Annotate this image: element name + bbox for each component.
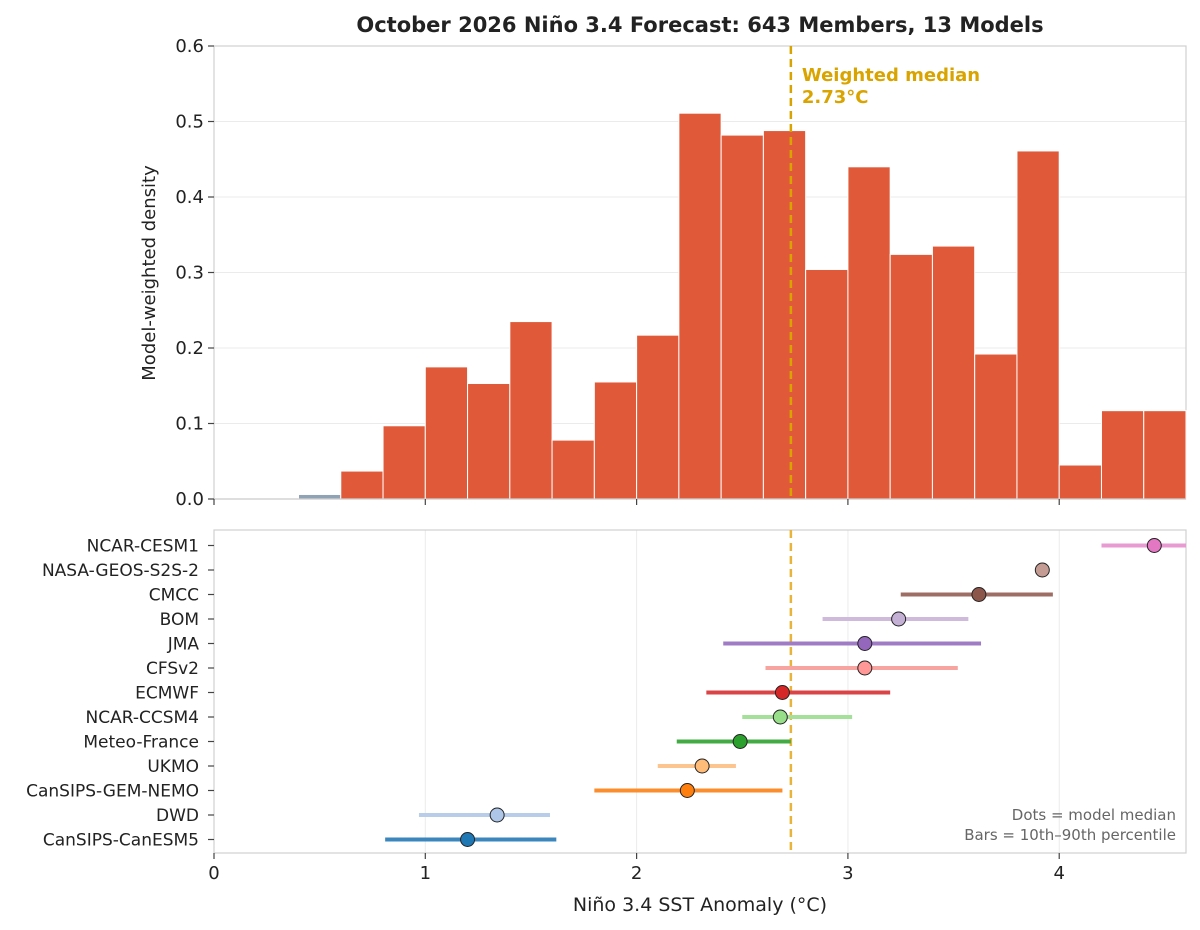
histogram-bar — [382, 425, 426, 500]
model-label: CMCC — [149, 586, 199, 606]
model-ranges — [385, 538, 1186, 847]
y-tick-label: 0.6 — [175, 36, 204, 57]
y-tick-label: 0.2 — [175, 338, 204, 359]
weighted-median-label: Weighted median — [802, 65, 980, 86]
model-median-dot — [857, 660, 873, 676]
weighted-median-value: 2.73°C — [802, 87, 869, 108]
model-median-dot — [971, 587, 987, 602]
histogram-bar — [1016, 150, 1060, 500]
x-tick-label: 2 — [631, 863, 642, 884]
model-label: CanSIPS-CanESM5 — [43, 831, 199, 851]
model-label: NASA-GEOS-S2S-2 — [42, 561, 199, 581]
histogram-bar — [762, 130, 807, 500]
histogram-bar — [509, 321, 553, 500]
model-median-dot — [679, 783, 695, 798]
histogram-bar — [593, 381, 638, 500]
histogram-bar — [467, 382, 511, 500]
y-tick-label: 0.3 — [175, 263, 204, 284]
histogram-bar — [931, 245, 976, 500]
y-tick-label: 0.0 — [175, 489, 204, 510]
model-median-dot — [489, 807, 505, 823]
model-range-frame — [213, 529, 1187, 854]
histogram-bar — [720, 134, 764, 500]
histogram-bar — [551, 439, 595, 500]
histogram-bar — [1143, 410, 1187, 500]
model-median-dot — [772, 709, 788, 725]
model-range-gridlines — [213, 530, 1060, 853]
model-label: DWD — [156, 806, 199, 826]
legend-note-dots: Dots = model median — [1012, 806, 1176, 824]
histogram-bar — [340, 470, 384, 500]
model-label: Meteo-France — [83, 733, 199, 753]
histogram-bar — [805, 268, 849, 500]
model-labels: NCAR-CESM1 NASA-GEOS-S2S-2 CMCC BOM JMA CFSv2… — [26, 537, 214, 851]
model-range-panel: NCAR-CESM1 NASA-GEOS-S2S-2 CMCC BOM JMA CFSv2… — [26, 529, 1187, 916]
model-median-dot — [732, 734, 748, 749]
x-axis-ticks: 0 1 2 3 4 — [208, 853, 1065, 884]
model-median-dot — [857, 636, 873, 651]
x-tick-label: 3 — [842, 863, 853, 884]
histogram-y-ticks: 0.0 0.1 0.2 0.3 0.4 0.5 0.6 — [175, 36, 214, 510]
histogram-bars — [214, 112, 1187, 500]
y-axis-label: Model-weighted density — [139, 165, 160, 381]
model-label: NCAR-CCSM4 — [86, 708, 200, 728]
x-tick-label: 0 — [208, 863, 219, 884]
x-axis-label: Niño 3.4 SST Anomaly (°C) — [573, 894, 827, 916]
x-tick-label: 4 — [1053, 863, 1064, 884]
model-label: NCAR-CESM1 — [87, 537, 199, 557]
histogram-x-tick-marks — [213, 499, 1060, 505]
model-median-dot — [774, 685, 790, 700]
histogram-bar — [974, 353, 1018, 500]
histogram-bar — [678, 112, 722, 500]
model-median-dot — [891, 611, 907, 627]
histogram-bar — [1058, 464, 1102, 500]
model-label: BOM — [160, 610, 199, 630]
model-label: CanSIPS-GEM-NEMO — [26, 782, 199, 802]
histogram-bar — [1100, 410, 1145, 500]
histogram-bar — [847, 166, 891, 500]
y-tick-label: 0.1 — [175, 414, 204, 435]
histogram-bar — [298, 493, 342, 500]
model-median-dot — [694, 758, 710, 774]
x-tick-label: 1 — [420, 863, 431, 884]
y-tick-label: 0.4 — [175, 187, 204, 208]
model-median-dot — [460, 832, 476, 847]
model-label: JMA — [167, 635, 200, 655]
y-tick-label: 0.5 — [175, 112, 204, 133]
chart-title: October 2026 Niño 3.4 Forecast: 643 Memb… — [356, 13, 1043, 37]
histogram-bar — [889, 253, 933, 500]
histogram-panel: 0.0 0.1 0.2 0.3 0.4 0.5 0.6 Model-weighted den… — [139, 36, 1187, 510]
model-label: UKMO — [147, 757, 199, 777]
legend-note-bars: Bars = 10th–90th percentile — [964, 826, 1176, 844]
histogram-bar — [636, 334, 680, 500]
model-median-dot — [1146, 538, 1162, 553]
model-label: ECMWF — [135, 684, 199, 704]
histogram-bar — [424, 366, 469, 500]
model-median-dot — [1034, 562, 1050, 578]
model-label: CFSv2 — [146, 659, 199, 679]
